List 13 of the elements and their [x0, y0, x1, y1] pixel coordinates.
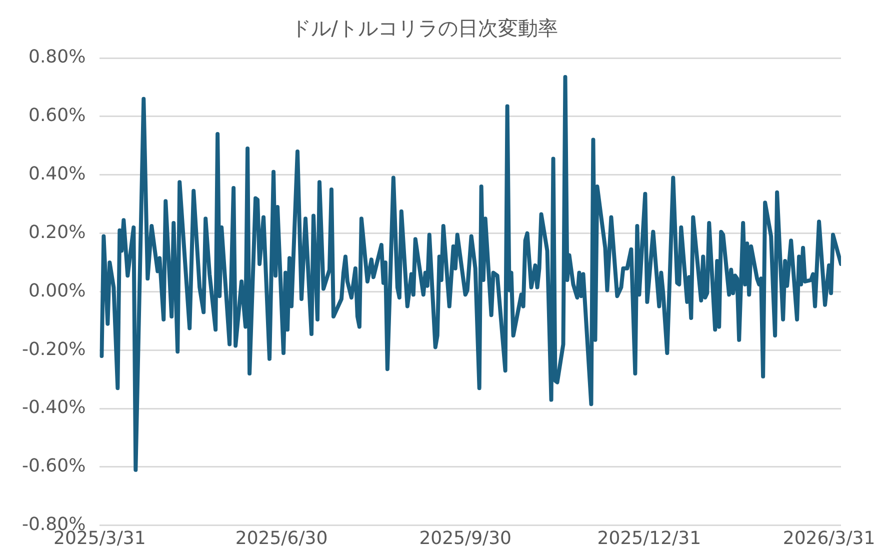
x-tick-label: 2025/12/31	[597, 528, 702, 549]
x-tick-label: 2025/6/30	[235, 528, 328, 549]
x-tick-label: 2025/9/30	[419, 528, 512, 549]
chart-title: ドル/トルコリラの日次変動率	[291, 16, 558, 40]
y-tick-label: -0.40%	[22, 397, 86, 418]
y-tick-label: 0.60%	[28, 105, 86, 126]
y-tick-label: 0.00%	[28, 280, 86, 302]
y-tick-label: 0.20%	[28, 222, 86, 243]
y-tick-label: 0.80%	[28, 46, 86, 68]
y-tick-label: 0.40%	[28, 164, 86, 185]
x-tick-label: 2026/3/31	[782, 528, 876, 549]
y-tick-label: -0.20%	[22, 338, 86, 360]
y-tick-label: -0.60%	[22, 456, 86, 477]
